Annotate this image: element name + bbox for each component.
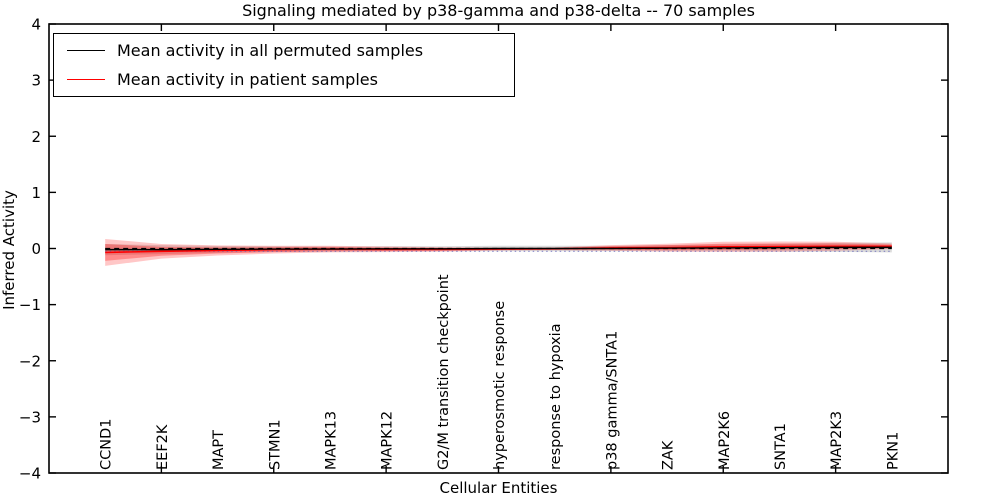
- y-tick-label: −1: [19, 296, 41, 314]
- x-axis-label: Cellular Entities: [439, 479, 558, 497]
- x-category-label: MAP2K6: [717, 411, 733, 470]
- x-category-label: ZAK: [661, 440, 677, 470]
- legend-box: Mean activity in all permuted samples Me…: [53, 33, 515, 97]
- x-category-label: p38 gamma/SNTA1: [604, 331, 620, 470]
- chart-title: Signaling mediated by p38-gamma and p38-…: [242, 1, 755, 20]
- y-tick-label: 3: [31, 72, 41, 90]
- legend-row-patient: Mean activity in patient samples: [67, 69, 514, 91]
- y-tick-label: 1: [31, 184, 41, 202]
- x-category-label: PKN1: [885, 432, 901, 470]
- y-axis-label: Inferred Activity: [0, 190, 18, 310]
- patient-line-sample: [67, 79, 105, 80]
- x-category-label: MAPK13: [323, 411, 339, 470]
- legend-row-permuted: Mean activity in all permuted samples: [67, 40, 514, 62]
- x-category-label: MAP2K3: [829, 411, 845, 470]
- y-tick-label: −2: [19, 352, 41, 370]
- x-category-label: G2/M transition checkpoint: [436, 274, 452, 470]
- permuted-mean-line: [105, 246, 892, 251]
- legend-label-permuted: Mean activity in all permuted samples: [117, 40, 424, 60]
- x-category-label: CCND1: [99, 419, 115, 471]
- legend-label-patient: Mean activity in patient samples: [117, 69, 378, 89]
- x-category-label: hyperosmotic response: [492, 301, 508, 470]
- x-category-label: EEF2K: [155, 424, 171, 470]
- x-category-label: MAPK12: [380, 411, 396, 470]
- y-tick-label: 4: [31, 16, 41, 34]
- x-category-label: SNTA1: [773, 423, 789, 470]
- patient-std-band-outer: [105, 238, 892, 266]
- permuted-line-sample: [67, 50, 105, 51]
- y-tick-label: 0: [31, 240, 41, 258]
- y-tick-label: 2: [31, 128, 41, 146]
- y-tick-label: −3: [19, 408, 41, 426]
- y-tick-label: −4: [19, 465, 41, 483]
- x-category-label: STMN1: [267, 419, 283, 470]
- x-category-label: response to hypoxia: [548, 323, 564, 470]
- x-category-label: MAPT: [211, 430, 227, 470]
